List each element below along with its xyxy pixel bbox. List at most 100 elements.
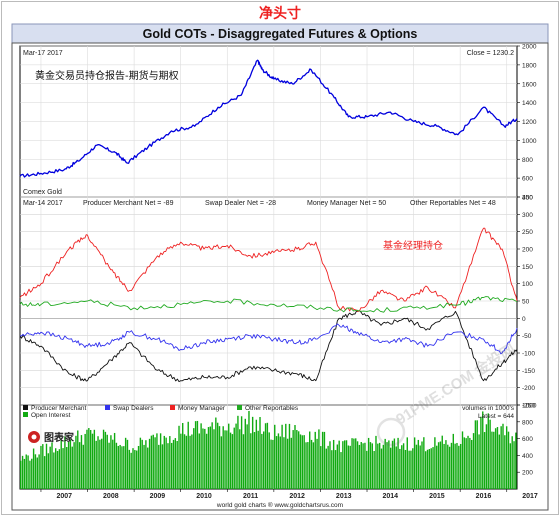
oi-bar: [316, 438, 318, 489]
oi-bar: [472, 433, 475, 489]
oi-bar: [194, 421, 197, 489]
y-tick-label: 200: [522, 247, 533, 254]
oi-bar: [487, 413, 489, 489]
price-annotation: 黄金交易员持仓报告-期货与期权: [35, 69, 179, 82]
oi-bar: [159, 433, 162, 489]
price-date-label: Mar-17 2017: [23, 50, 63, 57]
series-line-other-reportables: [19, 296, 518, 313]
oi-bar: [456, 442, 458, 489]
oi-latest-label: Latest = 644: [478, 413, 514, 420]
oi-bar: [38, 454, 40, 489]
oi-bar: [250, 433, 252, 489]
oi-bar: [474, 420, 477, 489]
oi-bar: [401, 445, 403, 489]
oi-bar: [77, 430, 79, 489]
oi-bar: [511, 436, 513, 489]
oi-bar: [40, 445, 42, 489]
oi-bar: [266, 422, 269, 489]
series-line-comex-gold: [19, 59, 518, 178]
legend-swatch-other: [237, 405, 242, 410]
oi-bar: [170, 442, 173, 489]
oi-bar: [459, 443, 462, 489]
oi-bar: [226, 430, 228, 489]
oi-bar: [445, 440, 447, 489]
oi-bar: [349, 445, 351, 489]
oi-bar: [494, 428, 497, 489]
oi-bar: [124, 437, 127, 489]
oi-bar: [78, 442, 81, 489]
legend: Producer Merchant Swap Dealers Money Man…: [23, 405, 299, 419]
oi-bar: [448, 446, 451, 489]
oi-bar: [402, 443, 405, 489]
net-header-other: Other Reportables Net = 48: [410, 200, 496, 207]
oi-bar: [183, 434, 186, 489]
oi-bar: [86, 429, 88, 489]
oi-bar: [126, 439, 129, 489]
oi-bar: [485, 424, 488, 489]
x-tick-label: 2010: [196, 493, 212, 500]
oi-bar: [64, 436, 66, 489]
oi-bar: [205, 433, 208, 489]
oi-bar: [196, 420, 199, 489]
oi-bar: [285, 423, 287, 489]
oi-bar: [471, 439, 473, 489]
oi-bar: [47, 453, 50, 489]
oi-bar: [360, 441, 362, 489]
oi-bar: [231, 434, 234, 489]
logo-text: 图表家: [44, 431, 75, 444]
oi-bar: [128, 449, 131, 489]
oi-bar: [458, 445, 460, 489]
oi-bar: [60, 440, 62, 489]
oi-bar: [53, 452, 55, 489]
x-tick-label: 2014: [383, 493, 399, 500]
oi-bar: [325, 448, 327, 489]
oi-bar: [145, 440, 147, 489]
oi-bar: [141, 439, 143, 489]
oi-bar: [430, 448, 432, 489]
oi-bar: [32, 448, 35, 489]
oi-bar: [95, 440, 97, 489]
y-tick-label: 600: [522, 176, 533, 183]
oi-bar: [465, 438, 467, 489]
oi-bar: [345, 440, 348, 489]
oi-bar: [467, 435, 469, 489]
oi-bar: [99, 439, 101, 489]
oi-bar: [191, 434, 193, 489]
oi-bar: [132, 448, 134, 489]
series-line-producer-merchant: [19, 310, 518, 383]
oi-bar: [303, 435, 305, 489]
oi-bar: [75, 435, 77, 489]
oi-bar: [242, 434, 245, 489]
x-tick-label: 2016: [476, 493, 492, 500]
oi-bar: [115, 442, 118, 489]
oi-bar: [31, 458, 33, 489]
oi-bar: [513, 441, 515, 489]
legend-swatch-producer: [23, 405, 28, 410]
oi-bar: [463, 437, 466, 489]
oi-bar: [382, 444, 385, 489]
oi-bar: [233, 427, 235, 489]
oi-bar: [320, 446, 322, 489]
oi-bar: [222, 426, 224, 489]
oi-bar: [119, 444, 121, 489]
oi-bar: [502, 423, 504, 489]
oi-bar: [134, 450, 136, 489]
oi-bar: [82, 444, 85, 489]
oi-bar: [493, 431, 495, 489]
oi-bar: [102, 429, 105, 489]
oi-bar: [358, 444, 361, 489]
y-tick-label: 1800: [522, 62, 537, 69]
oi-bar: [91, 433, 94, 489]
oi-bar: [342, 441, 344, 489]
axis-layer: 400600800100012001400160018002000-250-20…: [40, 44, 538, 500]
oi-bar: [110, 435, 112, 489]
oi-bar: [408, 450, 410, 489]
oi-bar: [323, 431, 326, 489]
oi-bar: [480, 416, 482, 489]
oi-bar: [413, 437, 416, 489]
oi-bar: [172, 439, 175, 489]
oi-bar: [34, 454, 37, 489]
oi-bar: [117, 445, 119, 489]
oi-bar: [279, 436, 281, 489]
oi-bar: [343, 440, 346, 489]
